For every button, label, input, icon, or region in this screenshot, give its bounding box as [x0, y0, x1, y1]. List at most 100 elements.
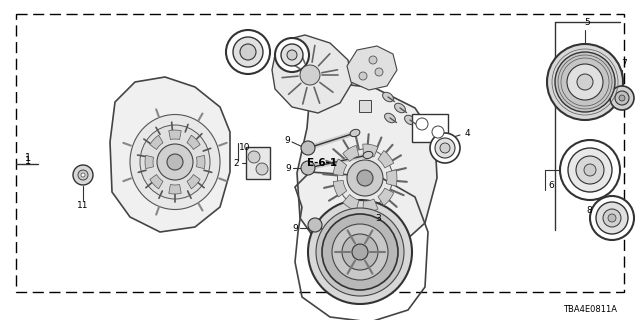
- Bar: [359, 100, 371, 112]
- Circle shape: [301, 161, 315, 175]
- Bar: [360, 245, 370, 255]
- Circle shape: [596, 202, 628, 234]
- Circle shape: [78, 170, 88, 180]
- Circle shape: [359, 72, 367, 80]
- Circle shape: [347, 160, 383, 196]
- Circle shape: [375, 68, 383, 76]
- Bar: [246, 147, 270, 179]
- Polygon shape: [110, 77, 230, 232]
- Circle shape: [615, 91, 629, 105]
- FancyBboxPatch shape: [16, 14, 624, 292]
- Circle shape: [357, 170, 373, 186]
- Circle shape: [281, 44, 303, 66]
- Polygon shape: [150, 135, 163, 149]
- Circle shape: [352, 244, 368, 260]
- Polygon shape: [150, 174, 163, 189]
- Polygon shape: [169, 185, 181, 194]
- Text: 6: 6: [548, 180, 554, 189]
- Ellipse shape: [350, 129, 360, 137]
- Polygon shape: [343, 195, 359, 211]
- Circle shape: [560, 140, 620, 200]
- Circle shape: [608, 214, 616, 222]
- Circle shape: [430, 133, 460, 163]
- Text: TBA4E0811A: TBA4E0811A: [563, 306, 617, 315]
- Polygon shape: [187, 135, 200, 149]
- Polygon shape: [196, 155, 205, 169]
- Circle shape: [603, 209, 621, 227]
- Circle shape: [308, 200, 412, 304]
- Ellipse shape: [337, 149, 392, 207]
- Text: 9: 9: [292, 223, 298, 233]
- Ellipse shape: [363, 151, 373, 159]
- Circle shape: [332, 224, 388, 280]
- Text: 10: 10: [239, 142, 251, 151]
- Polygon shape: [187, 174, 200, 189]
- Circle shape: [226, 30, 270, 74]
- Polygon shape: [297, 83, 437, 258]
- Circle shape: [432, 126, 444, 138]
- Text: E-6-1: E-6-1: [307, 158, 337, 168]
- Circle shape: [576, 156, 604, 184]
- Text: 8: 8: [586, 205, 592, 214]
- Circle shape: [435, 138, 455, 158]
- Circle shape: [316, 208, 404, 296]
- Ellipse shape: [140, 125, 210, 199]
- Polygon shape: [378, 150, 394, 168]
- Polygon shape: [347, 46, 397, 90]
- Polygon shape: [387, 170, 397, 186]
- Polygon shape: [343, 145, 359, 162]
- Polygon shape: [333, 180, 347, 197]
- Ellipse shape: [385, 113, 396, 123]
- Text: 9: 9: [284, 135, 290, 145]
- Text: 9: 9: [285, 164, 291, 172]
- Circle shape: [275, 38, 309, 72]
- Polygon shape: [169, 130, 181, 140]
- Polygon shape: [333, 159, 347, 176]
- Circle shape: [416, 118, 428, 130]
- Circle shape: [568, 148, 612, 192]
- Circle shape: [584, 164, 596, 176]
- Text: 4: 4: [465, 129, 470, 138]
- Text: 7: 7: [621, 59, 627, 68]
- Text: 1: 1: [25, 156, 31, 166]
- Circle shape: [248, 151, 260, 163]
- Polygon shape: [378, 188, 394, 205]
- Circle shape: [555, 52, 615, 112]
- Ellipse shape: [383, 92, 394, 102]
- Circle shape: [287, 50, 297, 60]
- Circle shape: [233, 37, 263, 67]
- Circle shape: [308, 218, 322, 232]
- Ellipse shape: [373, 256, 383, 264]
- Circle shape: [240, 44, 256, 60]
- Circle shape: [256, 163, 268, 175]
- Circle shape: [167, 154, 183, 170]
- Ellipse shape: [395, 103, 405, 113]
- Circle shape: [157, 144, 193, 180]
- Polygon shape: [145, 155, 154, 169]
- Polygon shape: [272, 35, 352, 113]
- Circle shape: [322, 214, 398, 290]
- Text: 1: 1: [25, 153, 31, 163]
- Bar: [412, 114, 448, 142]
- Circle shape: [300, 65, 320, 85]
- Ellipse shape: [130, 115, 220, 210]
- Circle shape: [619, 95, 625, 101]
- Circle shape: [369, 56, 377, 64]
- Text: 2: 2: [233, 158, 239, 167]
- Circle shape: [440, 143, 450, 153]
- Text: 3: 3: [375, 213, 381, 222]
- Circle shape: [301, 141, 315, 155]
- Circle shape: [577, 74, 593, 90]
- Circle shape: [342, 234, 378, 270]
- Circle shape: [610, 86, 634, 110]
- Ellipse shape: [404, 115, 415, 125]
- Polygon shape: [363, 144, 378, 157]
- Circle shape: [73, 165, 93, 185]
- Text: 11: 11: [77, 201, 89, 210]
- Circle shape: [547, 44, 623, 120]
- Circle shape: [590, 196, 634, 240]
- Text: 5: 5: [584, 18, 590, 27]
- Polygon shape: [363, 199, 378, 212]
- Circle shape: [567, 64, 603, 100]
- Circle shape: [81, 173, 85, 177]
